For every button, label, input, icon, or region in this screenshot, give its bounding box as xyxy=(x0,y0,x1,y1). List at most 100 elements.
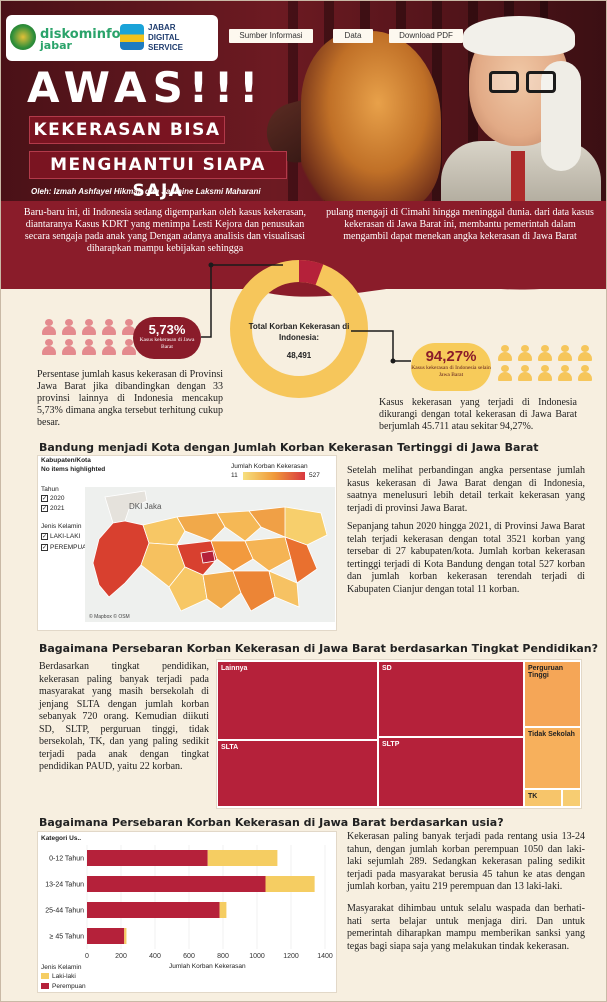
bar-laki-laki[interactable] xyxy=(265,876,315,892)
category-label: 25-44 Tahun xyxy=(45,908,84,915)
person-icon xyxy=(81,319,97,335)
category-label: 0-12 Tahun xyxy=(49,856,84,863)
age-bar-chart[interactable]: 0 200 400 600 800 1000 1200 1400 0-12 Tahun 13-24… xyxy=(37,839,337,969)
person-icon xyxy=(577,365,593,381)
intro-text-left: Baru-baru ini, di Indonesia sedang digem… xyxy=(23,207,307,254)
diskominfo-logo-sub: jabar xyxy=(40,39,72,52)
age-axis-x-title: Jumlah Korban Kekerasan xyxy=(169,963,246,970)
person-icon xyxy=(61,339,77,355)
x-tick-label: 400 xyxy=(149,953,161,960)
jds-logo-icon xyxy=(120,24,144,50)
sumber-informasi-button[interactable]: Sumber Informasi xyxy=(229,29,313,43)
person-icon xyxy=(577,345,593,361)
legend-laki[interactable]: Laki-laki xyxy=(41,973,76,980)
treemap-paud[interactable] xyxy=(562,789,581,807)
treemap-tidak-sekolah[interactable]: Tidak Sekolah xyxy=(524,727,581,789)
person-icon xyxy=(121,319,137,335)
bar-perempuan[interactable] xyxy=(87,928,125,944)
stat-left-percent: 5,73% xyxy=(148,322,186,337)
glasses-left-graphic xyxy=(489,71,519,93)
edu-section-title: Bagaimana Persebaran Korban Kekerasan di… xyxy=(39,642,599,655)
donut-jabar-slice xyxy=(230,260,368,398)
legend-swatch-icon xyxy=(41,973,49,980)
stat-left-caption: Kasus kekerasan di Jawa Barat xyxy=(139,337,195,350)
age-axis-cat-title: Kategori Us.. xyxy=(41,835,82,842)
legend-perempuan[interactable]: Perempuan xyxy=(41,983,86,990)
bar-perempuan[interactable] xyxy=(87,876,266,892)
map-para-1: Setelah melihat perbandingan angka perse… xyxy=(347,465,585,514)
person-icon xyxy=(557,365,573,381)
people-icons-right xyxy=(497,345,593,381)
edu-para: Berdasarkan tingkat pendidikan, kekerasa… xyxy=(39,661,209,772)
map-city-label: DKI Jaka xyxy=(129,502,162,511)
jabar-map[interactable]: DKI Jaka © Mapbox © OSM xyxy=(85,487,335,622)
treemap-perguruan-tinggi[interactable]: Perguruan Tinggi xyxy=(524,661,581,727)
stat-right-caption: Kasus kekerasan di Indonesia selain Jawa… xyxy=(411,365,491,378)
person-icon xyxy=(517,345,533,361)
filter-label: Kabupaten/Kota xyxy=(41,457,91,464)
people-icons-left xyxy=(41,319,137,355)
x-tick-label: 600 xyxy=(183,953,195,960)
person-icon xyxy=(497,365,513,381)
connector-lines xyxy=(201,262,411,364)
age-para-1: Kekerasan paling banyak terjadi pada ren… xyxy=(347,831,585,892)
logos: diskominfo⌒ jabar JABAR DIGITAL SERVICE xyxy=(6,15,218,61)
data-button[interactable]: Data xyxy=(333,29,373,43)
treemap-sltp[interactable]: SLTP xyxy=(378,737,524,807)
age-legend-title: Jenis Kelamin xyxy=(41,964,82,971)
tagline-2: MENGHANTUI SIAPA SAJA xyxy=(29,151,287,201)
download-pdf-button[interactable]: Download PDF xyxy=(389,29,463,43)
bar-laki-laki[interactable] xyxy=(207,850,278,866)
stat-right-text: Kasus kekerasan yang terjadi di Indonesi… xyxy=(379,397,577,432)
x-tick-label: 1000 xyxy=(249,953,265,960)
bar-perempuan[interactable] xyxy=(87,850,208,866)
filter-value[interactable]: No items highlighted xyxy=(41,466,106,473)
tahun-label: Tahun xyxy=(41,486,59,493)
map-legend-max: 527 xyxy=(309,472,320,479)
bandage-side-graphic xyxy=(541,61,581,171)
map-section-title: Bandung menjadi Kota dengan Jumlah Korba… xyxy=(39,441,539,454)
treemap-slta[interactable]: SLTA xyxy=(217,740,378,807)
person-icon xyxy=(537,345,553,361)
x-tick-label: 200 xyxy=(115,953,127,960)
person-icon xyxy=(41,339,57,355)
bandage-graphic xyxy=(463,16,575,56)
stat-left-text: Persentase jumlah kasus kekerasan di Pro… xyxy=(37,369,223,428)
check-icon: ✓ xyxy=(41,544,48,551)
age-section-title: Bagaimana Persebaran Korban Kekerasan di… xyxy=(39,816,504,829)
jabar-seal-icon xyxy=(10,24,36,50)
map-legend-min: 11 xyxy=(231,472,238,479)
donut-chart xyxy=(230,260,368,398)
person-icon xyxy=(121,339,137,355)
stat-left-badge: 5,73% Kasus kekerasan di Jawa Barat xyxy=(133,317,201,359)
check-icon: ✓ xyxy=(41,495,48,502)
map-para-2: Sepanjang tahun 2020 hingga 2021, di Pro… xyxy=(347,521,585,595)
tagline-1: KEKERASAN BISA xyxy=(29,116,225,144)
person-icon xyxy=(81,339,97,355)
jk-perempuan-checkbox[interactable]: ✓ PEREMPUAN xyxy=(41,544,92,552)
treemap-tk[interactable]: TK xyxy=(524,789,562,807)
check-icon: ✓ xyxy=(41,505,48,512)
stat-right-percent: 94,27% xyxy=(425,348,477,365)
bar-laki-laki[interactable] xyxy=(219,902,227,918)
jk-laki-checkbox[interactable]: ✓ LAKI-LAKI xyxy=(41,533,81,541)
donut-label: Total Korban Kekerasan di Indonesia: xyxy=(248,322,350,342)
tahun-2020-checkbox[interactable]: ✓ 2020 xyxy=(41,495,65,503)
person-icon xyxy=(41,319,57,335)
person-icon xyxy=(557,345,573,361)
tahun-2021-checkbox[interactable]: ✓ 2021 xyxy=(41,505,65,513)
treemap-lainnya[interactable]: Lainnya xyxy=(217,661,378,740)
person-icon xyxy=(101,339,117,355)
bar-laki-laki[interactable] xyxy=(124,928,127,944)
x-tick-label: 0 xyxy=(85,953,89,960)
jds-logo-text: JABAR DIGITAL SERVICE xyxy=(148,23,183,52)
age-para-2: Masyarakat dihimbau untuk selalu waspada… xyxy=(347,903,585,952)
treemap-sd[interactable]: SD xyxy=(378,661,524,737)
x-tick-label: 800 xyxy=(217,953,229,960)
category-label: ≥ 45 Tahun xyxy=(50,934,85,941)
donut-value: 48,491 xyxy=(286,351,312,360)
bar-perempuan[interactable] xyxy=(87,902,220,918)
check-icon: ✓ xyxy=(41,533,48,540)
map-legend-title: Jumlah Korban Kekerasan xyxy=(231,463,308,470)
